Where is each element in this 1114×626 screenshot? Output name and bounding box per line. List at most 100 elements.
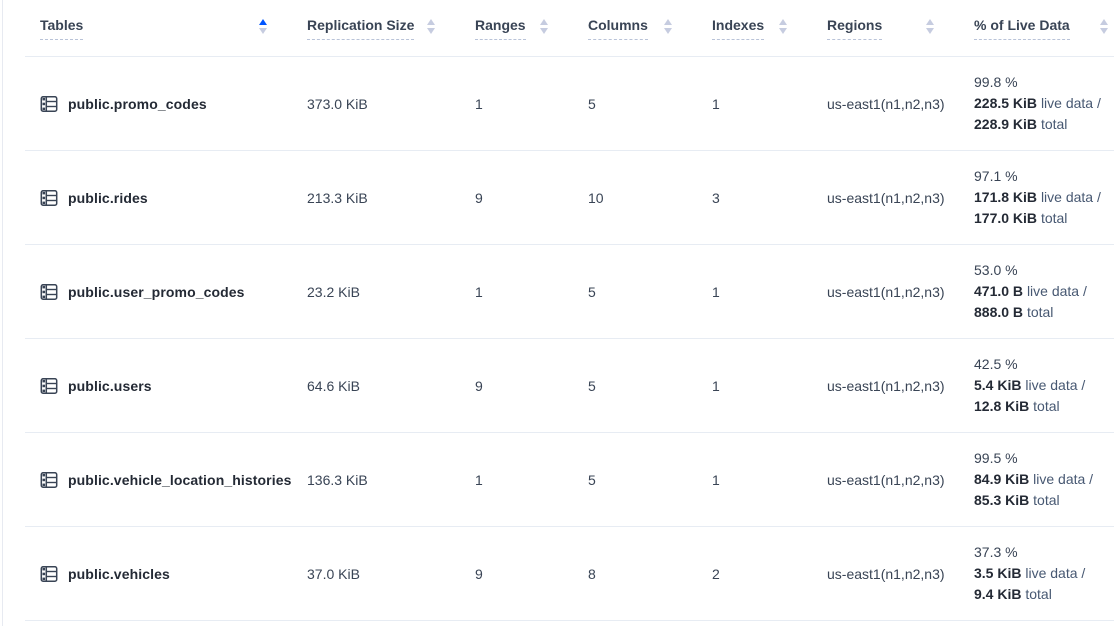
table-icon xyxy=(40,189,58,207)
tables-table: Tables Replication Size Ranges Columns I… xyxy=(25,0,1114,621)
table-row[interactable]: public.user_promo_codes 23.2 KiB 1 5 1 u… xyxy=(25,245,1114,339)
sort-desc-arrow-icon xyxy=(427,27,435,34)
column-header[interactable]: Tables xyxy=(25,0,307,56)
live-data-line: 228.5 KiB live data / xyxy=(974,93,1101,114)
live-data-line: 5.4 KiB live data / xyxy=(974,375,1085,396)
table-row[interactable]: public.rides 213.3 KiB 9 10 3 us-east1(n… xyxy=(25,151,1114,245)
page-left-border xyxy=(2,0,3,626)
table-row[interactable]: public.vehicles 37.0 KiB 9 8 2 us-east1(… xyxy=(25,527,1114,621)
sort-icon[interactable] xyxy=(427,18,435,38)
total-data-size: 9.4 KiB xyxy=(974,586,1022,602)
total-data-size: 85.3 KiB xyxy=(974,492,1030,508)
table-name: public.users xyxy=(68,377,152,394)
live-data-percent: 99.8 % xyxy=(974,74,1018,90)
total-data-line: 12.8 KiB total xyxy=(974,396,1060,417)
live-data-label: live data / xyxy=(1033,471,1094,487)
total-data-line: 888.0 B total xyxy=(974,302,1053,323)
columns-value: 5 xyxy=(588,283,596,300)
columns-value: 5 xyxy=(588,95,596,112)
table-name-cell[interactable]: public.users xyxy=(25,339,307,432)
live-data-label: live data / xyxy=(1025,377,1086,393)
live-data-percent: 37.3 % xyxy=(974,544,1018,560)
table-name-cell[interactable]: public.user_promo_codes xyxy=(25,245,307,338)
table-body: public.promo_codes 373.0 KiB 1 5 1 us-ea… xyxy=(25,57,1114,621)
live-data-percent: 99.5 % xyxy=(974,450,1018,466)
total-data-label: total xyxy=(1040,116,1068,132)
column-header[interactable]: Replication Size xyxy=(307,0,475,56)
ranges-value: 9 xyxy=(475,565,483,582)
table-icon xyxy=(40,95,58,113)
live-data-cell: 99.5 % 84.9 KiB live data / 85.3 KiB tot… xyxy=(974,433,1114,526)
live-data-cell: 97.1 % 171.8 KiB live data / 177.0 KiB t… xyxy=(974,151,1114,244)
total-data-size: 888.0 B xyxy=(974,304,1024,320)
columns-value: 10 xyxy=(588,189,604,206)
sort-icon[interactable] xyxy=(259,18,267,38)
sort-icon[interactable] xyxy=(1100,18,1108,38)
total-data-line: 85.3 KiB total xyxy=(974,490,1060,511)
total-data-line: 228.9 KiB total xyxy=(974,114,1067,135)
regions-value: us-east1(n1,n2,n3) xyxy=(827,189,945,206)
replication-size-value: 64.6 KiB xyxy=(307,377,360,394)
table-name: public.vehicles xyxy=(68,565,170,582)
column-header[interactable]: Regions xyxy=(827,0,974,56)
regions-value: us-east1(n1,n2,n3) xyxy=(827,565,945,582)
replication-size-value: 37.0 KiB xyxy=(307,565,360,582)
live-data-size: 5.4 KiB xyxy=(974,377,1022,393)
table-name: public.vehicle_location_histories xyxy=(68,471,292,488)
column-header[interactable]: Columns xyxy=(588,0,712,56)
columns-value: 5 xyxy=(588,471,596,488)
live-data-percent: 53.0 % xyxy=(974,262,1018,278)
sort-icon[interactable] xyxy=(779,18,787,38)
sort-asc-arrow-icon xyxy=(1100,18,1108,25)
column-header-label: Indexes xyxy=(712,16,765,40)
table-name-cell[interactable]: public.vehicles xyxy=(25,527,307,620)
table-row[interactable]: public.promo_codes 373.0 KiB 1 5 1 us-ea… xyxy=(25,57,1114,151)
total-data-label: total xyxy=(1033,398,1060,414)
replication-size-value: 373.0 KiB xyxy=(307,95,368,112)
column-header[interactable]: Ranges xyxy=(475,0,588,56)
indexes-value: 1 xyxy=(712,283,720,300)
table-icon xyxy=(40,283,58,301)
total-data-label: total xyxy=(1026,304,1054,320)
sort-asc-arrow-icon xyxy=(664,18,672,25)
sort-icon[interactable] xyxy=(540,18,548,38)
sort-icon[interactable] xyxy=(664,18,672,38)
live-data-line: 3.5 KiB live data / xyxy=(974,563,1085,584)
sort-desc-arrow-icon xyxy=(259,27,267,34)
replication-size-value: 23.2 KiB xyxy=(307,283,360,300)
sort-desc-arrow-icon xyxy=(926,27,934,34)
column-header-label: Ranges xyxy=(475,16,526,40)
live-data-percent: 97.1 % xyxy=(974,168,1018,184)
regions-value: us-east1(n1,n2,n3) xyxy=(827,283,945,300)
column-header-label: Replication Size xyxy=(307,16,415,40)
live-data-cell: 53.0 % 471.0 B live data / 888.0 B total xyxy=(974,245,1114,338)
table-name: public.rides xyxy=(68,189,148,206)
table-row[interactable]: public.vehicle_location_histories 136.3 … xyxy=(25,433,1114,527)
total-data-size: 177.0 KiB xyxy=(974,210,1038,226)
ranges-value: 1 xyxy=(475,95,483,112)
column-header-label: Tables xyxy=(40,16,84,40)
indexes-value: 1 xyxy=(712,95,720,112)
sort-desc-arrow-icon xyxy=(664,27,672,34)
replication-size-value: 136.3 KiB xyxy=(307,471,368,488)
columns-value: 8 xyxy=(588,565,596,582)
live-data-label: live data / xyxy=(1040,189,1101,205)
table-name-cell[interactable]: public.rides xyxy=(25,151,307,244)
sort-icon[interactable] xyxy=(926,18,934,38)
live-data-line: 84.9 KiB live data / xyxy=(974,469,1093,490)
live-data-size: 3.5 KiB xyxy=(974,565,1022,581)
table-row[interactable]: public.users 64.6 KiB 9 5 1 us-east1(n1,… xyxy=(25,339,1114,433)
total-data-label: total xyxy=(1040,210,1068,226)
table-name-cell[interactable]: public.promo_codes xyxy=(25,57,307,150)
total-data-line: 177.0 KiB total xyxy=(974,208,1067,229)
column-header-label: % of Live Data xyxy=(974,16,1070,40)
table-name-cell[interactable]: public.vehicle_location_histories xyxy=(25,433,307,526)
column-header-label: Regions xyxy=(827,16,883,40)
live-data-line: 171.8 KiB live data / xyxy=(974,187,1101,208)
column-header[interactable]: % of Live Data xyxy=(974,0,1114,56)
indexes-value: 2 xyxy=(712,565,720,582)
column-header[interactable]: Indexes xyxy=(712,0,827,56)
sort-desc-arrow-icon xyxy=(1100,27,1108,34)
live-data-percent: 42.5 % xyxy=(974,356,1018,372)
